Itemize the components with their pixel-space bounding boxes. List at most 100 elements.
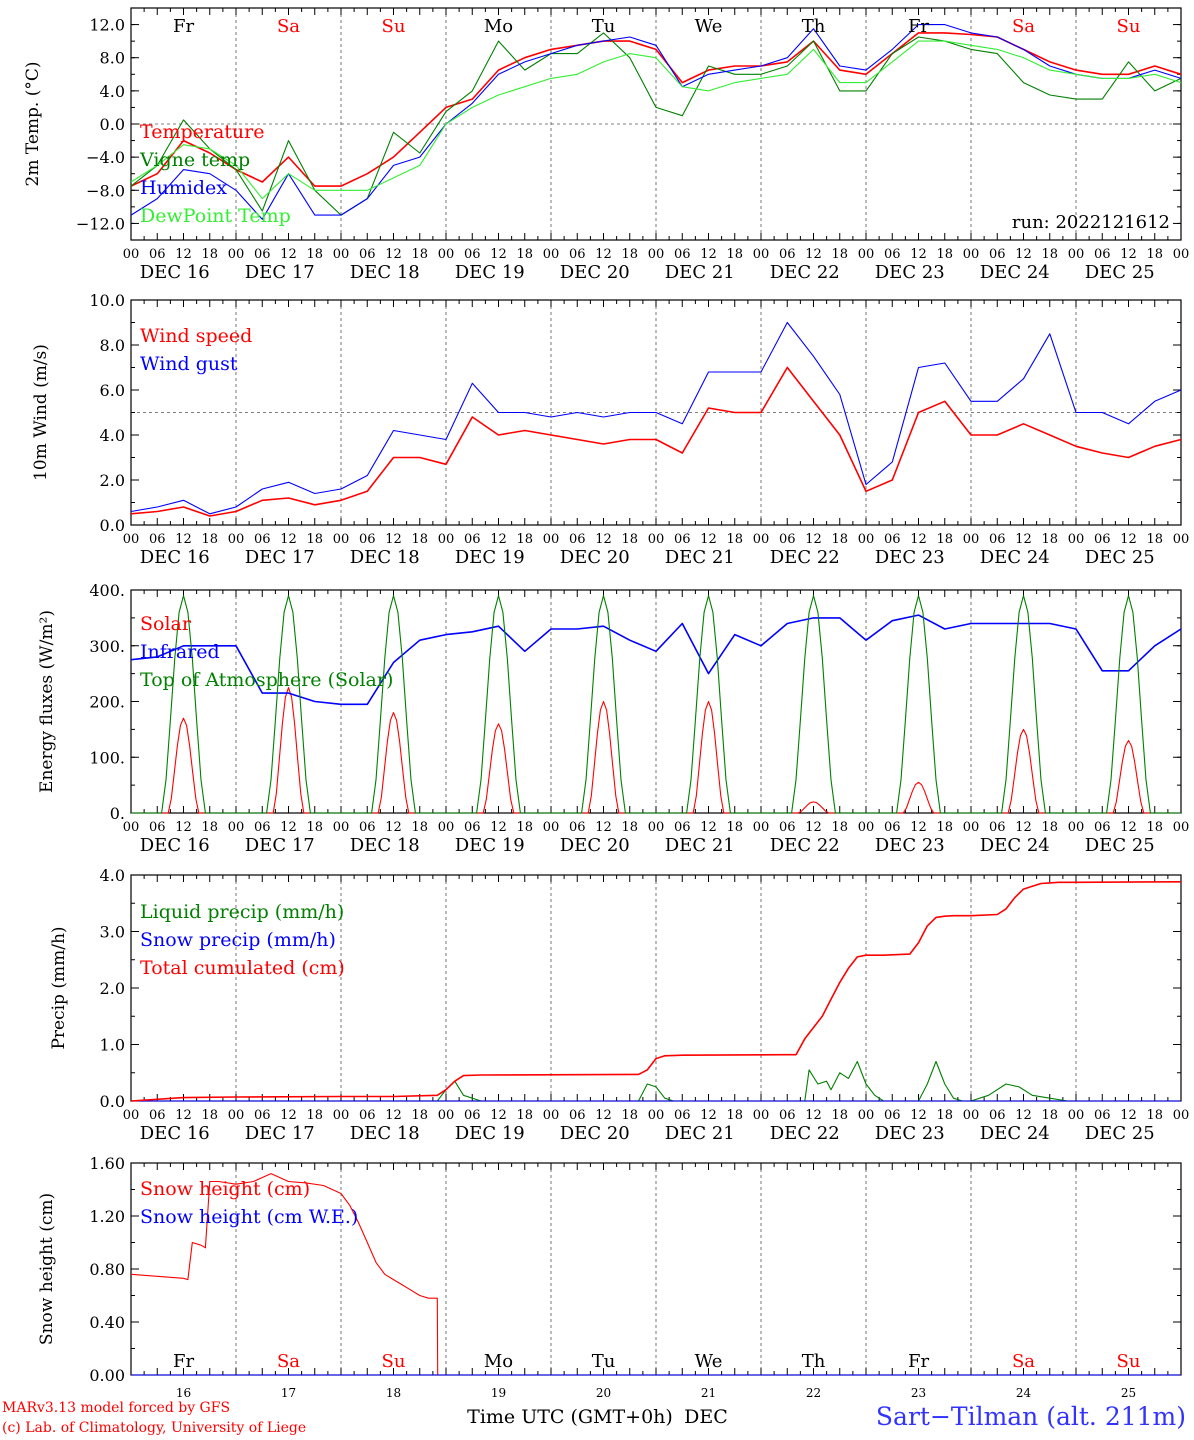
- hour-label: 00: [438, 247, 455, 262]
- day-number: 17: [281, 1386, 296, 1400]
- hour-label: 00: [228, 1108, 245, 1123]
- y-axis-label: 2m Temp. (°C): [23, 61, 43, 186]
- legend-top-of-atmosphere-solar-: Top of Atmosphere (Solar): [140, 669, 393, 691]
- day-name: Fr: [908, 1351, 929, 1372]
- date-label: DEC 25: [1085, 835, 1155, 856]
- date-label: DEC 25: [1085, 1123, 1155, 1144]
- hour-label: 00: [1173, 247, 1190, 262]
- hour-label: 12: [280, 820, 297, 835]
- hour-label: 00: [333, 1108, 350, 1123]
- hour-label: 12: [910, 820, 927, 835]
- hour-label: 00: [648, 1108, 665, 1123]
- hour-label: 00: [123, 1108, 140, 1123]
- hour-label: 06: [989, 247, 1006, 262]
- hour-label: 12: [700, 820, 717, 835]
- date-label: DEC 23: [875, 835, 945, 856]
- y-tick-label: 10.0: [89, 291, 125, 310]
- hour-label: 00: [963, 247, 980, 262]
- hour-label: 06: [989, 532, 1006, 547]
- hour-label: 00: [858, 1108, 875, 1123]
- day-number: 16: [176, 1386, 191, 1400]
- date-label: DEC 16: [140, 835, 210, 856]
- hour-label: 12: [1120, 820, 1137, 835]
- hour-label: 06: [149, 1108, 166, 1123]
- day-number: 21: [701, 1386, 716, 1400]
- date-label: DEC 20: [560, 835, 630, 856]
- hour-label: 12: [1120, 247, 1137, 262]
- hour-label: 06: [1094, 820, 1111, 835]
- hour-label: 18: [516, 532, 533, 547]
- hour-label: 18: [831, 247, 848, 262]
- legend-total-cumulated-cm-: Total cumulated (cm): [140, 957, 345, 979]
- date-label: DEC 16: [140, 262, 210, 283]
- hour-label: 06: [254, 532, 271, 547]
- date-label: DEC 25: [1085, 262, 1155, 283]
- hour-label: 06: [464, 820, 481, 835]
- date-label: DEC 22: [770, 835, 840, 856]
- hour-label: 12: [700, 532, 717, 547]
- hour-label: 06: [254, 247, 271, 262]
- hour-label: 18: [936, 1108, 953, 1123]
- hour-label: 06: [149, 820, 166, 835]
- hour-label: 06: [884, 1108, 901, 1123]
- hour-label: 00: [123, 532, 140, 547]
- hour-label: 18: [411, 820, 428, 835]
- y-tick-label: −8.0: [86, 181, 125, 200]
- day-name: Su: [1117, 16, 1141, 37]
- hour-label: 12: [280, 247, 297, 262]
- day-name: Fr: [173, 16, 194, 37]
- hour-label: 12: [385, 820, 402, 835]
- date-label: DEC 21: [665, 835, 735, 856]
- date-label: DEC 20: [560, 262, 630, 283]
- hour-label: 00: [963, 532, 980, 547]
- hour-label: 06: [569, 1108, 586, 1123]
- y-tick-label: −4.0: [86, 148, 125, 167]
- hour-label: 06: [464, 1108, 481, 1123]
- legend-snow-height-cm-: Snow height (cm): [140, 1178, 310, 1200]
- y-tick-label: 2.0: [100, 471, 125, 490]
- hour-label: 06: [254, 1108, 271, 1123]
- credit-model: MARv3.13 model forced by GFS: [2, 1400, 231, 1416]
- y-axis-label: 10m Wind (m/s): [31, 344, 51, 481]
- day-name: Tu: [592, 16, 616, 37]
- hour-label: 00: [438, 1108, 455, 1123]
- y-axis-label: Energy fluxes (W/m²): [37, 610, 57, 793]
- hour-label: 00: [1068, 820, 1085, 835]
- hour-label: 06: [1094, 1108, 1111, 1123]
- y-tick-label: 0.80: [89, 1260, 125, 1279]
- date-label: DEC 22: [770, 547, 840, 568]
- hour-label: 06: [359, 820, 376, 835]
- day-name: We: [695, 1351, 723, 1372]
- legend-wind-speed: Wind speed: [140, 325, 252, 347]
- hour-label: 00: [1173, 1108, 1190, 1123]
- hour-label: 06: [254, 820, 271, 835]
- hour-label: 18: [621, 532, 638, 547]
- hour-label: 00: [543, 247, 560, 262]
- hour-label: 00: [858, 820, 875, 835]
- hour-label: 00: [438, 532, 455, 547]
- hour-label: 12: [910, 247, 927, 262]
- hour-label: 00: [1068, 247, 1085, 262]
- y-tick-label: 1.20: [89, 1207, 125, 1226]
- y-tick-label: 6.0: [100, 381, 125, 400]
- panel-2: [130, 299, 1182, 526]
- hour-label: 12: [595, 820, 612, 835]
- date-label: DEC 18: [350, 835, 420, 856]
- date-label: DEC 17: [245, 262, 315, 283]
- date-label: DEC 16: [140, 1123, 210, 1144]
- hour-label: 18: [1041, 532, 1058, 547]
- date-label: DEC 24: [980, 547, 1050, 568]
- day-name: Tu: [592, 1351, 616, 1372]
- hour-label: 12: [1015, 532, 1032, 547]
- y-tick-label: 0.00: [89, 1366, 125, 1385]
- hour-label: 00: [648, 247, 665, 262]
- y-tick-label: 4.0: [100, 426, 125, 445]
- date-label: DEC 22: [770, 1123, 840, 1144]
- date-label: DEC 17: [245, 547, 315, 568]
- hour-label: 18: [621, 820, 638, 835]
- hour-label: 12: [490, 532, 507, 547]
- hour-label: 18: [201, 247, 218, 262]
- y-tick-label: 0.0: [100, 115, 125, 134]
- hour-label: 18: [201, 820, 218, 835]
- hour-label: 12: [385, 532, 402, 547]
